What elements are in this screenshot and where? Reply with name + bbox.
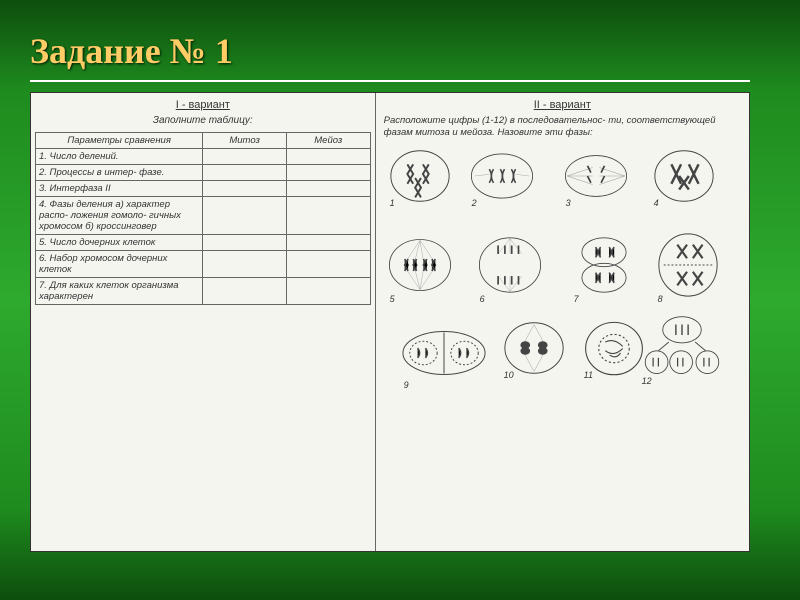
- row-7: 7. Для каких клеток организма характерен: [36, 278, 203, 305]
- cell: [286, 181, 370, 197]
- cell: [203, 197, 287, 235]
- th-params: Параметры сравнения: [36, 133, 203, 149]
- variant-2-head: II - вариант: [380, 99, 745, 111]
- cell-number: 4: [654, 198, 659, 208]
- cell: [286, 197, 370, 235]
- cell-diagram-5: 5: [386, 228, 454, 302]
- row-3: 3. Интерфаза II: [36, 181, 203, 197]
- cell-diagram-6: 6: [476, 228, 544, 302]
- right-instruction: Расположите цифры (1-12) в последователь…: [380, 115, 745, 140]
- row-4: 4. Фазы деления а) характер распо- ложен…: [36, 197, 203, 235]
- cell-diagram-4: 4: [650, 146, 718, 206]
- cell: [286, 251, 370, 278]
- cell: [203, 278, 287, 305]
- variant-1-head: I - вариант: [35, 99, 371, 111]
- row-2: 2. Процессы в интер- фазе.: [36, 165, 203, 181]
- variant-1-label: I - вариант: [176, 99, 230, 111]
- slide-container: Задание № 1 I - вариант Заполните таблиц…: [0, 0, 800, 600]
- row-5: 5. Число дочерних клеток: [36, 235, 203, 251]
- cell-diagram-10: 10: [500, 318, 568, 378]
- cell-diagram-9: 9: [400, 318, 488, 388]
- cell: [203, 235, 287, 251]
- th-mitosis: Митоз: [203, 133, 287, 149]
- cell: [286, 165, 370, 181]
- cell-diagram-1: 1: [386, 146, 454, 206]
- worksheet: I - вариант Заполните таблицу: Параметры…: [30, 92, 750, 552]
- cell: [203, 149, 287, 165]
- cell-number: 9: [404, 380, 409, 390]
- row-1: 1. Число делений.: [36, 149, 203, 165]
- left-instruction: Заполните таблицу:: [35, 115, 371, 126]
- title-underline: [30, 80, 750, 82]
- cell: [286, 149, 370, 165]
- right-panel: II - вариант Расположите цифры (1-12) в …: [376, 93, 749, 551]
- page-title: Задание № 1: [30, 30, 770, 72]
- left-panel: I - вариант Заполните таблицу: Параметры…: [31, 93, 376, 551]
- cell-diagram-7: 7: [570, 228, 638, 302]
- cell: [286, 235, 370, 251]
- cell: [286, 278, 370, 305]
- cell-number: 12: [642, 376, 652, 386]
- variant-2-label: II - вариант: [534, 99, 591, 111]
- cell-number: 6: [480, 294, 485, 304]
- cell-number: 11: [584, 370, 593, 380]
- cell: [203, 251, 287, 278]
- cell-number: 7: [574, 294, 579, 304]
- cell-number: 2: [472, 198, 477, 208]
- cells-grid: 1 2 3 4 5: [380, 146, 745, 506]
- cell: [203, 165, 287, 181]
- cell-number: 5: [390, 294, 395, 304]
- cell-number: 10: [504, 370, 514, 380]
- cell-diagram-2: 2: [468, 146, 536, 206]
- cell-diagram-8: 8: [654, 228, 722, 302]
- row-6: 6. Набор хромосом дочерних клеток: [36, 251, 203, 278]
- cell: [203, 181, 287, 197]
- cell-number: 3: [566, 198, 571, 208]
- cell-number: 8: [658, 294, 663, 304]
- comparison-table: Параметры сравнения Митоз Мейоз 1. Число…: [35, 132, 371, 305]
- cell-diagram-3: 3: [562, 146, 630, 206]
- th-meiosis: Мейоз: [286, 133, 370, 149]
- cell-number: 1: [390, 198, 395, 208]
- cell-diagram-12: 12: [638, 314, 726, 384]
